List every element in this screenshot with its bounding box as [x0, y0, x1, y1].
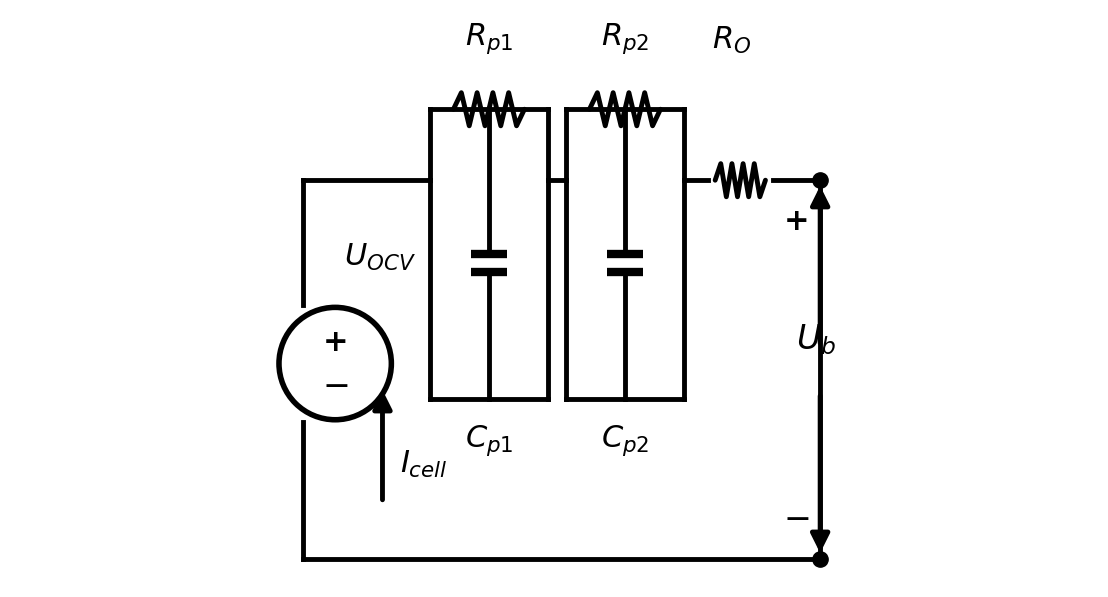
Text: $U_{OCV}$: $U_{OCV}$ [343, 242, 416, 273]
Text: $-$: $-$ [322, 368, 348, 401]
Text: $R_{O}$: $R_{O}$ [711, 25, 751, 56]
Text: $U_b$: $U_b$ [797, 322, 837, 357]
Text: $C_{p1}$: $C_{p1}$ [464, 423, 513, 458]
Text: $R_{p2}$: $R_{p2}$ [601, 21, 649, 56]
Text: $I_{cell}$: $I_{cell}$ [400, 448, 448, 479]
Text: +: + [322, 328, 348, 357]
Text: $-$: $-$ [783, 501, 810, 534]
Text: +: + [783, 207, 809, 236]
Text: $R_{p1}$: $R_{p1}$ [464, 21, 513, 56]
Text: $C_{p2}$: $C_{p2}$ [601, 423, 649, 458]
